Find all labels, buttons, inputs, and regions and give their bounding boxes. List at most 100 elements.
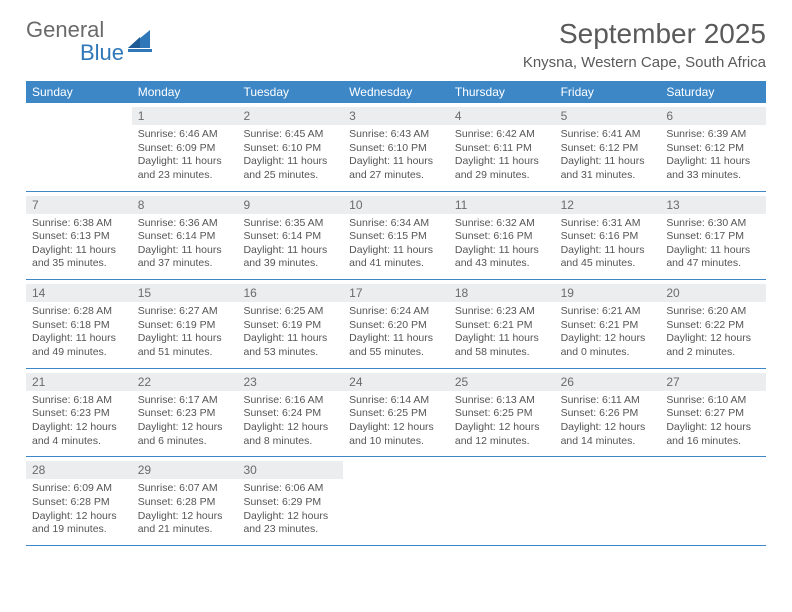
daylight-line: Daylight: 12 hours and 19 minutes.	[32, 510, 126, 537]
sunrise-line: Sunrise: 6:21 AM	[561, 305, 655, 319]
month-title: September 2025	[523, 18, 766, 50]
sunrise-line: Sunrise: 6:32 AM	[455, 217, 549, 231]
location: Knysna, Western Cape, South Africa	[523, 54, 766, 71]
sunrise-line: Sunrise: 6:25 AM	[243, 305, 337, 319]
day-number: 24	[343, 373, 449, 391]
dow-monday: Monday	[132, 81, 238, 103]
day-cell: 26Sunrise: 6:11 AMSunset: 6:26 PMDayligh…	[555, 369, 661, 457]
daylight-line: Daylight: 12 hours and 8 minutes.	[243, 421, 337, 448]
day-number: 15	[132, 284, 238, 302]
sunrise-line: Sunrise: 6:11 AM	[561, 394, 655, 408]
day-cell: 5Sunrise: 6:41 AMSunset: 6:12 PMDaylight…	[555, 103, 661, 191]
daylight-line: Daylight: 11 hours and 27 minutes.	[349, 155, 443, 182]
sunset-line: Sunset: 6:22 PM	[666, 319, 760, 333]
day-cell: 17Sunrise: 6:24 AMSunset: 6:20 PMDayligh…	[343, 280, 449, 368]
sunset-line: Sunset: 6:13 PM	[32, 230, 126, 244]
sunrise-line: Sunrise: 6:42 AM	[455, 128, 549, 142]
sunrise-line: Sunrise: 6:16 AM	[243, 394, 337, 408]
day-cell: 28 Sunrise: 6:09 AMSunset: 6:28 PMDayligh…	[26, 457, 132, 545]
sunrise-line: Sunrise: 6:28 AM	[32, 305, 126, 319]
week-row: 21 Sunrise: 6:18 AMSunset: 6:23 PM Dayligh…	[26, 369, 766, 458]
day-number: 3	[343, 107, 449, 125]
sunrise-line: Sunrise: 6:45 AM	[243, 128, 337, 142]
day-number: 21	[26, 373, 132, 391]
day-number: 5	[555, 107, 661, 125]
sunrise-line: Sunrise: 6:34 AM	[349, 217, 443, 231]
sunset-line: Sunset: 6:10 PM	[243, 142, 337, 156]
week-row: 28Sunrise: 6:09 AMSunset: 6:28 PMDayligh…	[26, 457, 766, 546]
sunset-line: Sunset: 6:28 PM	[32, 496, 126, 510]
day-number: 11	[449, 196, 555, 214]
daylight-line: Daylight: 11 hours and 55 minutes.	[349, 332, 443, 359]
sail-icon	[128, 30, 156, 52]
weeks-container: 1Sunrise: 6:46 AMSunset: 6:09 PMDaylight…	[26, 103, 766, 546]
sunset-line: Sunset: 6:29 PM	[243, 496, 337, 510]
day-cell	[555, 457, 661, 545]
day-cell: 19Sunrise: 6:21 AMSunset: 6:21 PMDayligh…	[555, 280, 661, 368]
daylight-line: Daylight: 12 hours and 21 minutes.	[138, 510, 232, 537]
sunrise-line: Sunrise: 6:36 AM	[138, 217, 232, 231]
logo: General Blue	[26, 18, 156, 64]
daylight-line: Daylight: 11 hours and 51 minutes.	[138, 332, 232, 359]
day-number: 27	[660, 373, 766, 391]
day-cell: 29Sunrise: 6:07 AMSunset: 6:28 PMDayligh…	[132, 457, 238, 545]
sunset-line: Sunset: 6:23 PM	[32, 407, 126, 421]
sunset-line: Sunset: 6:26 PM	[561, 407, 655, 421]
daylight-line: Daylight: 11 hours and 53 minutes.	[243, 332, 337, 359]
sunset-line: Sunset: 6:12 PM	[561, 142, 655, 156]
day-cell	[449, 457, 555, 545]
sunrise-line: Sunrise: 6:14 AM	[349, 394, 443, 408]
day-cell: 3 Sunrise: 6:43 AMSunset: 6:10 PMDaylight…	[343, 103, 449, 191]
sunset-line: Sunset: 6:21 PM	[455, 319, 549, 333]
sunset-line: Sunset: 6:10 PM	[349, 142, 443, 156]
daylight-line: Daylight: 12 hours and 16 minutes.	[666, 421, 760, 448]
day-cell: 4Sunrise: 6:42 AMSunset: 6:11 PMDaylight…	[449, 103, 555, 191]
day-number: 1	[132, 107, 238, 125]
day-cell: 8Sunrise: 6:36 AMSunset: 6:14 PMDaylight…	[132, 192, 238, 280]
day-number: 20	[660, 284, 766, 302]
day-cell: 6Sunrise: 6:39 AMSunset: 6:12 PMDaylight…	[660, 103, 766, 191]
sunrise-line: Sunrise: 6:46 AM	[138, 128, 232, 142]
sunset-line: Sunset: 6:12 PM	[666, 142, 760, 156]
dow-saturday: Saturday	[660, 81, 766, 103]
day-number: 14	[26, 284, 132, 302]
day-cell: 24Sunrise: 6:14 AMSunset: 6:25 PMDayligh…	[343, 369, 449, 457]
sunrise-line: Sunrise: 6:06 AM	[243, 482, 337, 496]
day-cell: 30Sunrise: 6:06 AMSunset: 6:29 PMDayligh…	[237, 457, 343, 545]
day-cell: 9Sunrise: 6:35 AMSunset: 6:14 PMDaylight…	[237, 192, 343, 280]
title-block: September 2025 Knysna, Western Cape, Sou…	[523, 18, 766, 71]
sunset-line: Sunset: 6:11 PM	[455, 142, 549, 156]
day-cell: 21Sunrise: 6:18 AMSunset: 6:23 PMDayligh…	[26, 369, 132, 457]
sunrise-line: Sunrise: 6:43 AM	[349, 128, 443, 142]
day-cell: 23Sunrise: 6:16 AMSunset: 6:24 PMDayligh…	[237, 369, 343, 457]
daylight-line: Daylight: 11 hours and 25 minutes.	[243, 155, 337, 182]
sunrise-line: Sunrise: 6:18 AM	[32, 394, 126, 408]
sunset-line: Sunset: 6:27 PM	[666, 407, 760, 421]
dow-row: Sunday Monday Tuesday Wednesday Thursday…	[26, 81, 766, 103]
week-row: 14Sunrise: 6:28 AMSunset: 6:18 PMDayligh…	[26, 280, 766, 369]
sunset-line: Sunset: 6:19 PM	[138, 319, 232, 333]
daylight-line: Daylight: 11 hours and 23 minutes.	[138, 155, 232, 182]
daylight-line: Daylight: 12 hours and 10 minutes.	[349, 421, 443, 448]
day-number: 8	[132, 196, 238, 214]
day-number: 13	[660, 196, 766, 214]
day-cell: 25Sunrise: 6:13 AMSunset: 6:25 PMDayligh…	[449, 369, 555, 457]
sunset-line: Sunset: 6:21 PM	[561, 319, 655, 333]
day-number: 22	[132, 373, 238, 391]
day-number: 18	[449, 284, 555, 302]
daylight-line: Daylight: 12 hours and 14 minutes.	[561, 421, 655, 448]
sunrise-line: Sunrise: 6:10 AM	[666, 394, 760, 408]
day-cell	[26, 103, 132, 191]
day-cell: 15 Sunrise: 6:27 AMSunset: 6:19 PMDayligh…	[132, 280, 238, 368]
sunset-line: Sunset: 6:16 PM	[455, 230, 549, 244]
day-number: 28	[26, 461, 132, 479]
day-cell: 7Sunrise: 6:38 AMSunset: 6:13 PMDaylight…	[26, 192, 132, 280]
sunrise-line: Sunrise: 6:27 AM	[138, 305, 232, 319]
dow-sunday: Sunday	[26, 81, 132, 103]
sunrise-line: Sunrise: 6:38 AM	[32, 217, 126, 231]
daylight-line: Daylight: 11 hours and 58 minutes.	[455, 332, 549, 359]
sunrise-line: Sunrise: 6:09 AM	[32, 482, 126, 496]
daylight-line: Daylight: 11 hours and 39 minutes.	[243, 244, 337, 271]
sunset-line: Sunset: 6:16 PM	[561, 230, 655, 244]
logo-word-general: General	[26, 17, 104, 42]
